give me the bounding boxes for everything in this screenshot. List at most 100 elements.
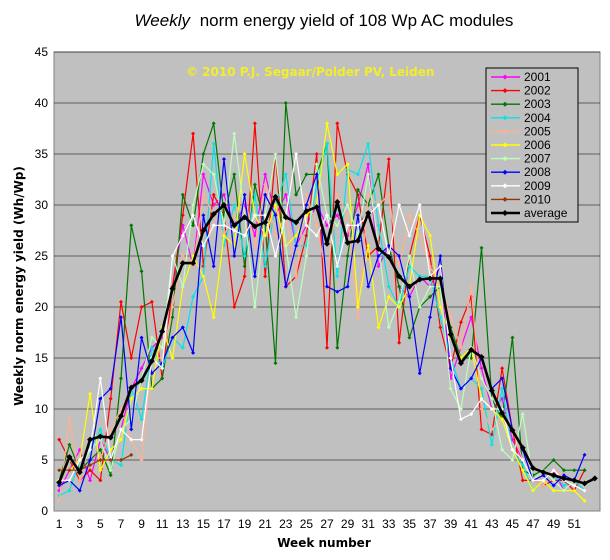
data-point [252,182,257,187]
data-point [67,442,72,447]
data-point [489,407,494,411]
data-point [468,346,475,353]
data-point [211,315,216,320]
data-point [211,192,216,197]
data-point [294,233,299,238]
data-point [397,305,402,309]
data-point [427,275,434,282]
data-point [479,407,484,411]
data-point [118,463,123,468]
data-point [366,192,371,197]
legend-item-2001: 2001 [491,70,551,84]
data-point [531,488,536,493]
data-point [469,376,474,381]
data-point [57,498,62,503]
data-point [438,305,443,309]
data-point [129,223,134,228]
data-point [335,172,340,177]
data-point [211,223,216,228]
data-point [335,289,340,294]
data-point [263,264,268,269]
data-point [242,152,247,156]
data-point [376,203,381,207]
data-point [201,162,206,167]
y-tick-label: 0 [41,504,48,518]
x-tick-label: 31 [362,517,376,531]
data-point [550,472,557,479]
data-point [57,468,62,473]
legend-item-2006: 2006 [491,138,551,152]
x-tick-label: 5 [97,517,104,531]
data-point [283,284,288,289]
data-point [304,223,309,228]
data-point [190,260,197,267]
data-point [201,192,206,197]
data-point [220,202,227,208]
data-point [139,269,144,274]
data-point [345,213,350,218]
data-point [232,203,237,207]
data-point [283,192,288,197]
y-tick-label: 30 [35,198,49,212]
data-point [582,498,587,503]
data-point [355,187,360,192]
data-point [345,162,350,167]
data-point [139,386,144,391]
data-point [397,264,402,269]
data-point [149,386,154,391]
data-point [129,396,134,401]
x-tick-label: 3 [76,517,83,531]
legend-label: 2005 [524,124,551,138]
legend-item-2005: 2005 [491,124,551,138]
data-point [273,361,278,366]
data-point [263,274,268,279]
data-point [489,427,494,432]
data-point [500,376,505,381]
data-point [591,475,598,482]
data-point [129,452,134,457]
legend-swatch-marker [502,183,508,189]
data-point [98,427,103,432]
data-point [397,299,402,304]
data-point [232,228,237,233]
x-axis-title: Week number [277,536,371,550]
data-point [572,488,577,493]
data-point [325,213,329,218]
data-point [294,315,299,320]
data-point [366,172,371,177]
data-point [201,152,206,156]
y-tick-label: 10 [35,402,49,416]
data-point [170,254,175,258]
data-point [118,437,123,442]
x-tick-label: 43 [485,517,499,531]
data-point [98,458,103,462]
y-tick-label: 15 [35,351,49,365]
data-point [407,264,412,269]
data-point [170,305,175,309]
legend-swatch-marker [502,169,508,175]
data-point [458,320,463,325]
data-point [201,172,206,177]
data-point [386,192,391,197]
x-tick-label: 11 [156,517,169,531]
data-point [519,444,526,451]
data-point [139,437,144,442]
data-point [582,488,587,493]
legend-label: 2010 [524,192,551,206]
data-point [67,417,72,422]
y-tick-label: 5 [41,453,48,467]
data-point [458,345,463,350]
y-tick-label: 40 [35,96,49,110]
data-point [354,237,361,244]
data-point [221,223,226,228]
data-point [397,203,402,207]
data-point [57,483,62,488]
data-point [108,473,113,478]
data-point [325,284,329,289]
x-tick-label: 7 [118,517,125,531]
data-point [304,254,309,258]
data-point [428,294,433,299]
data-point [335,274,340,279]
series-average [56,193,598,487]
data-point [149,371,154,376]
